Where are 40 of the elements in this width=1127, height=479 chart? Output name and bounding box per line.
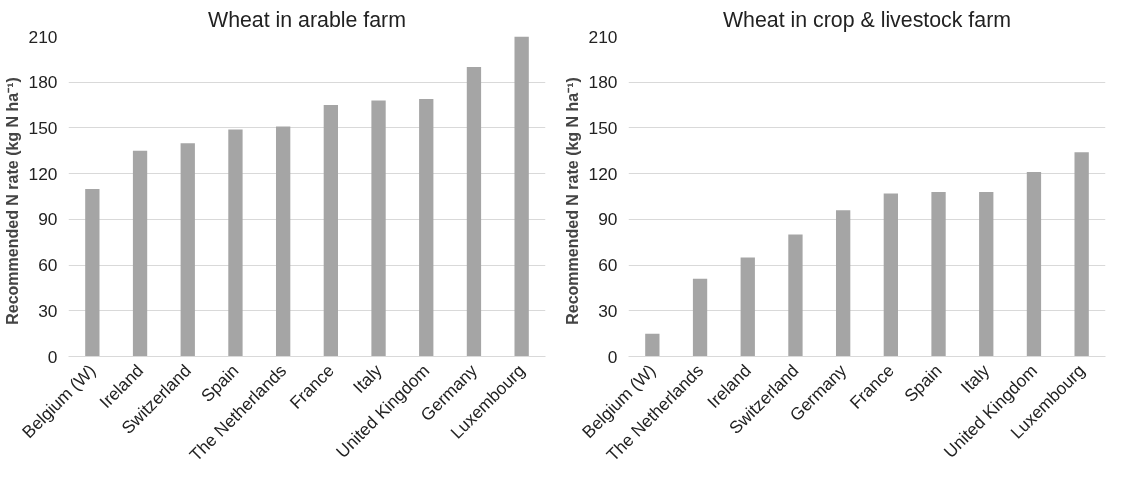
bar [740, 257, 755, 357]
y-tick-label: 210 [28, 26, 58, 47]
bar [371, 100, 386, 357]
bar [85, 188, 100, 357]
y-tick-label: 60 [598, 255, 618, 276]
chart-title: Wheat in crop & livestock farm [722, 7, 1012, 32]
bar [835, 210, 851, 357]
bar [788, 234, 803, 357]
bar [979, 191, 994, 357]
bar [419, 98, 434, 357]
y-tick-label: 30 [598, 300, 618, 321]
bar [883, 193, 899, 357]
y-tick-label: 30 [38, 300, 58, 321]
y-tick-label: 0 [607, 346, 618, 367]
y-tick-label: 210 [588, 26, 618, 47]
y-tick-label: 90 [598, 209, 618, 230]
y-tick-label: 150 [28, 117, 58, 138]
bar [180, 143, 195, 357]
y-axis-title: Recommended N rate (kg N ha⁻¹) [3, 77, 21, 325]
bar [466, 66, 482, 357]
y-tick-label: 180 [28, 72, 58, 93]
bar [931, 191, 946, 357]
bar [1026, 172, 1042, 357]
y-tick-label: 120 [588, 163, 618, 184]
bar [645, 333, 660, 357]
y-tick-label: 150 [588, 117, 618, 138]
y-tick-label: 120 [28, 163, 58, 184]
y-axis-title: Recommended N rate (kg N ha⁻¹) [563, 77, 581, 325]
y-tick-label: 60 [38, 255, 58, 276]
y-tick-label: 90 [38, 209, 58, 230]
bar [275, 126, 291, 357]
bar [323, 105, 339, 357]
bar [1074, 152, 1089, 357]
chart-title: Wheat in arable farm [208, 7, 406, 32]
bar [692, 278, 708, 357]
bar [132, 150, 148, 357]
bar [228, 129, 243, 357]
bar [514, 36, 529, 357]
y-tick-label: 0 [47, 346, 58, 367]
y-tick-label: 180 [588, 72, 618, 93]
